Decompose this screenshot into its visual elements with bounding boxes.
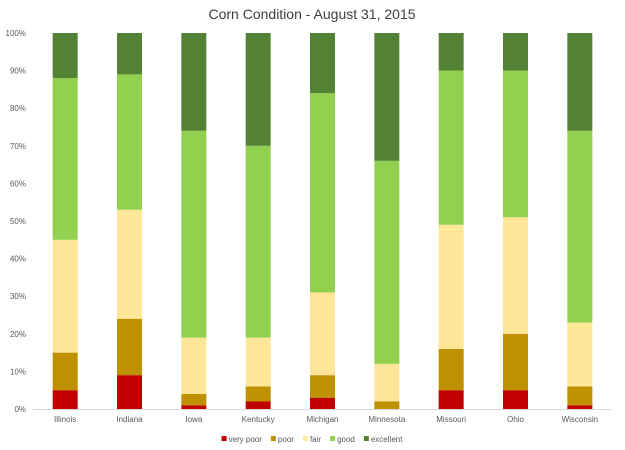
bar-segment-poor (52, 352, 78, 391)
legend-label: fair (310, 435, 321, 444)
y-tick-label: 80% (10, 104, 26, 113)
bar-segment-good (52, 78, 78, 240)
bar-segment-very-poor (181, 405, 207, 409)
legend-item: very poor (221, 435, 263, 444)
y-tick-label: 90% (10, 67, 26, 76)
x-axis: Illinois Indiana Iowa Kentucky Michigan Minne… (33, 409, 612, 424)
bar-segment-excellent (117, 33, 142, 75)
bar-segment-poor (245, 386, 271, 402)
legend-label: poor (278, 435, 294, 444)
bar-segment-fair (245, 337, 271, 387)
bar-segment-very-poor (438, 390, 464, 409)
x-tick-label: Indiana (116, 415, 143, 424)
bar-segment-poor (438, 348, 464, 391)
bar-segment-poor (310, 375, 335, 398)
bar-segment-good (503, 70, 528, 218)
legend-label: good (337, 435, 355, 444)
y-tick-label: 40% (10, 255, 26, 264)
chart-title: Corn Condition - August 31, 2015 (208, 6, 415, 22)
bar-segment-good (567, 130, 593, 323)
bar-segment-good (245, 145, 271, 338)
x-tick-label: Missouri (436, 415, 466, 424)
bar-segment-excellent (567, 33, 593, 131)
legend: very poor poor fair good excellent (221, 435, 403, 444)
legend-swatch (270, 436, 276, 441)
bar-segment-excellent (181, 33, 207, 131)
x-tick-label: Illinois (54, 415, 76, 424)
y-tick-label: 30% (10, 292, 26, 301)
x-tick-label: Kentucky (242, 415, 275, 424)
x-tick-label: Michigan (306, 415, 338, 424)
bar-segment-fair (567, 322, 593, 387)
legend-item: poor (270, 435, 294, 444)
y-tick-label: 50% (10, 217, 26, 226)
legend-label: very poor (229, 435, 263, 444)
bar-segment-fair (503, 217, 528, 334)
legend-item: good (330, 435, 355, 444)
bar-segment-poor (374, 401, 400, 409)
bar-segment-good (310, 93, 335, 293)
legend-swatch (363, 436, 369, 441)
x-tick-label: Minnesota (368, 415, 405, 424)
bar-segment-fair (310, 292, 335, 376)
x-tick-label: Ohio (507, 415, 524, 424)
x-tick-label: Wisconsin (562, 415, 598, 424)
bar-segment-fair (438, 224, 464, 349)
bar-segment-poor (567, 386, 593, 406)
legend-swatch (330, 436, 336, 441)
bar-segment-excellent (374, 33, 400, 161)
bar-segment-poor (181, 393, 207, 406)
legend-item: fair (302, 435, 321, 444)
y-tick-label: 100% (6, 29, 26, 38)
y-axis: 0% 10% 20% 30% 40% 50% 60% 70% 80% 90% 100% (6, 29, 26, 414)
legend-swatch (221, 436, 227, 441)
bar-segment-very-poor (310, 397, 335, 409)
bar-segment-fair (52, 239, 78, 353)
bars-group (52, 33, 593, 409)
bar-segment-excellent (310, 33, 335, 94)
bar-segment-excellent (52, 33, 78, 79)
bar-segment-good (181, 130, 207, 338)
bar-segment-fair (374, 363, 400, 402)
legend-swatch (302, 436, 308, 441)
bar-segment-very-poor (245, 401, 271, 409)
y-tick-label: 60% (10, 179, 26, 188)
bar-segment-excellent (245, 33, 271, 146)
bar-segment-good (438, 70, 464, 225)
y-tick-label: 10% (10, 367, 26, 376)
bar-segment-poor (117, 318, 142, 376)
bar-segment-good (117, 74, 142, 210)
x-tick-label: Iowa (185, 415, 202, 424)
legend-item: excellent (363, 435, 403, 444)
bar-segment-very-poor (117, 375, 142, 409)
bar-segment-excellent (438, 33, 464, 71)
bar-segment-very-poor (567, 405, 593, 409)
y-tick-label: 70% (10, 142, 26, 151)
legend-label: excellent (371, 435, 403, 444)
bar-segment-good (374, 160, 400, 364)
bar-segment-very-poor (52, 390, 78, 409)
y-tick-label: 0% (14, 405, 26, 414)
bar-segment-fair (181, 337, 207, 394)
y-tick-label: 20% (10, 330, 26, 339)
bar-segment-excellent (503, 33, 528, 71)
bar-segment-fair (117, 209, 142, 319)
bar-segment-poor (503, 333, 528, 391)
bar-segment-very-poor (503, 390, 528, 409)
